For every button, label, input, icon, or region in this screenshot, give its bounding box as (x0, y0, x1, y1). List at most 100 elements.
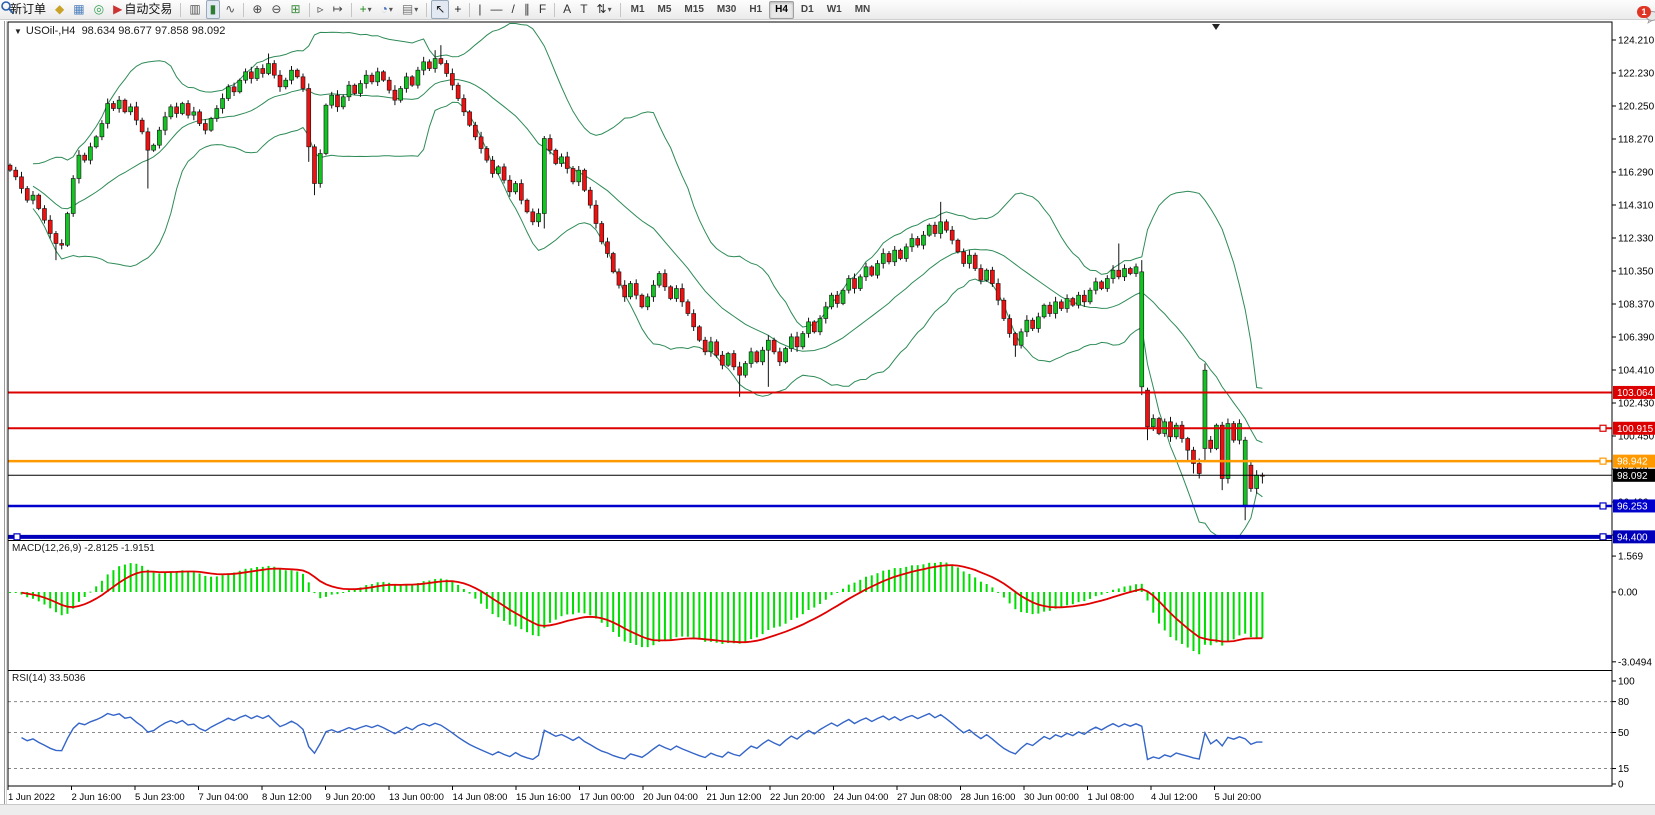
zoom-in-icon: ⊕ (252, 2, 263, 16)
price-axis-label: 116.290 (1618, 168, 1654, 179)
svg-text:94.400: 94.400 (1617, 532, 1648, 543)
chevron-down-icon: ▾ (388, 5, 393, 14)
horizontal-line-98.942[interactable] (8, 457, 1612, 465)
line-chart-icon: ∿ (225, 2, 236, 16)
data-window-icon: ▦ (73, 2, 85, 16)
toolbar-separator (243, 2, 245, 17)
svg-text:1.569: 1.569 (1618, 552, 1643, 563)
time-axis-label: 8 Jun 12:00 (262, 792, 312, 803)
time-axis-label: 21 Jun 12:00 (707, 792, 762, 803)
crosshair-button[interactable]: + (450, 0, 465, 19)
horizontal-line-96.253[interactable] (8, 502, 1612, 510)
main-price-pane (8, 23, 1265, 539)
bar-chart-button[interactable]: ▥ (185, 0, 204, 19)
chevron-down-icon: ▾ (607, 5, 612, 14)
toolbar-separator (554, 2, 556, 17)
chart-shift-marker[interactable] (1212, 24, 1220, 30)
toolbar-separator (619, 2, 621, 17)
svg-text:50: 50 (1618, 728, 1630, 739)
price-axis-label: 124.210 (1618, 36, 1655, 47)
zoom-out-button[interactable]: ⊖ (267, 0, 285, 19)
navigator-button[interactable]: ◎ (90, 0, 108, 19)
horizontal-line-100.915[interactable] (8, 424, 1612, 432)
svg-text:98.942: 98.942 (1617, 457, 1648, 468)
market-watch-button[interactable]: ◆ (51, 0, 68, 19)
main-toolbar: 新订单 ◆ ▦ ◎ ▶ 自动交易 ▥ ▮ ∿ ⊕ ⊖ ⊞ ▹ ↦ + ▾ ◔ ▾ ▤ ▾ ↖ + | — / ∥ F A T ⇅ ▾ M1… (0, 0, 1655, 24)
new-chart-icon: + (359, 2, 367, 16)
fibonacci-button[interactable]: F (535, 0, 550, 19)
macd-pane (9, 562, 1264, 655)
rsi-line (21, 712, 1263, 761)
svg-text:0: 0 (1618, 780, 1624, 791)
chart-shift-button[interactable]: ↦ (329, 0, 347, 19)
autotrading-play-icon: ▶ (113, 2, 123, 16)
template-icon: ▤ (401, 2, 414, 16)
periods-icon: ◔ (380, 2, 388, 16)
price-axis-label: 114.310 (1618, 201, 1654, 212)
time-axis-label: 28 Jun 16:00 (961, 792, 1016, 803)
timeframe-button-w1[interactable]: W1 (826, 3, 842, 15)
cursor-icon: ↖ (435, 2, 446, 16)
price-axis-label: 106.390 (1618, 333, 1655, 344)
price-axis-label: 118.270 (1618, 135, 1654, 146)
auto-scroll-icon: ▹ (317, 2, 324, 16)
arrows-icon: ⇅ (596, 2, 607, 16)
data-window-button[interactable]: ▦ (69, 0, 88, 19)
hline-button[interactable]: — (486, 0, 506, 19)
market-watch-icon: ◆ (55, 2, 65, 16)
arrows-button[interactable]: ⇅ ▾ (593, 0, 616, 19)
timeframe-button-h4[interactable]: H4 (769, 0, 794, 19)
text-button[interactable]: A (559, 0, 575, 19)
text-icon: A (563, 2, 572, 16)
timeframe-toolbar: M1 M5 M15 M30 H1 H4 D1 W1 MN (625, 0, 877, 19)
new-order-label: 新订单 (10, 2, 47, 16)
periods-button[interactable]: ◔ ▾ (377, 0, 397, 19)
time-axis-label: 30 Jun 00:00 (1024, 792, 1079, 803)
tile-windows-icon: ⊞ (290, 2, 301, 16)
timeframe-button-m5[interactable]: M5 (657, 3, 672, 15)
candlestick-icon: ▮ (209, 2, 217, 16)
cursor-button[interactable]: ↖ (431, 0, 450, 19)
toolbar-separator (469, 2, 471, 17)
timeframe-button-m15[interactable]: M15 (684, 3, 704, 15)
price-axis-label: 120.250 (1618, 102, 1655, 113)
svg-text:15: 15 (1618, 764, 1630, 775)
bar-chart-icon: ▥ (189, 2, 201, 16)
tile-windows-button[interactable]: ⊞ (286, 0, 304, 19)
toolbar-icon-strip: ◆ ▦ ◎ ▶ 自动交易 ▥ ▮ ∿ ⊕ ⊖ ⊞ ▹ ↦ + ▾ ◔ ▾ ▤ ▾ ↖ + | — / ∥ F A T ⇅ ▾ (51, 0, 624, 19)
trendline-button[interactable]: / (507, 0, 518, 19)
horizontal-line-94.400[interactable] (8, 533, 1612, 541)
timeframe-button-mn[interactable]: MN (854, 3, 871, 15)
svg-text:98.092: 98.092 (1617, 471, 1648, 482)
timeframe-button-m1[interactable]: M1 (630, 3, 645, 15)
candlestick-button[interactable]: ▮ (205, 0, 221, 19)
timeframe-button-h1[interactable]: H1 (749, 3, 763, 15)
time-axis-label: 1 Jun 2022 (8, 792, 55, 803)
svg-text:0.00: 0.00 (1618, 588, 1638, 599)
label-button[interactable]: T (576, 0, 591, 19)
time-axis-label: 24 Jun 04:00 (834, 792, 889, 803)
price-axis-label: 100.450 (1618, 432, 1655, 443)
price-axis-label: 112.330 (1618, 234, 1654, 245)
new-chart-button[interactable]: + ▾ (356, 0, 376, 19)
time-axis-label: 9 Jun 20:00 (326, 792, 376, 803)
new-order-button[interactable]: 新订单 (4, 0, 50, 19)
channel-button[interactable]: ∥ (520, 0, 534, 19)
bollinger-lower-band (32, 101, 1263, 539)
autotrading-button[interactable]: ▶ 自动交易 (109, 0, 176, 19)
timeframe-button-m30[interactable]: M30 (716, 3, 737, 15)
time-axis-label: 20 Jun 04:00 (643, 792, 698, 803)
price-badge-98.942: 98.942 (1613, 454, 1655, 468)
timeframe-button-d1[interactable]: D1 (800, 3, 814, 15)
zoom-in-button[interactable]: ⊕ (248, 0, 266, 19)
vline-button[interactable]: | (474, 0, 485, 19)
trendline-icon: / (511, 2, 515, 16)
toolbar-separator (350, 2, 352, 17)
price-badge-98.092: 98.092 (1613, 468, 1655, 482)
template-button[interactable]: ▤ ▾ (398, 0, 422, 19)
line-chart-button[interactable]: ∿ (221, 0, 239, 19)
svg-text:100: 100 (1618, 677, 1635, 688)
auto-scroll-button[interactable]: ▹ (314, 0, 328, 19)
